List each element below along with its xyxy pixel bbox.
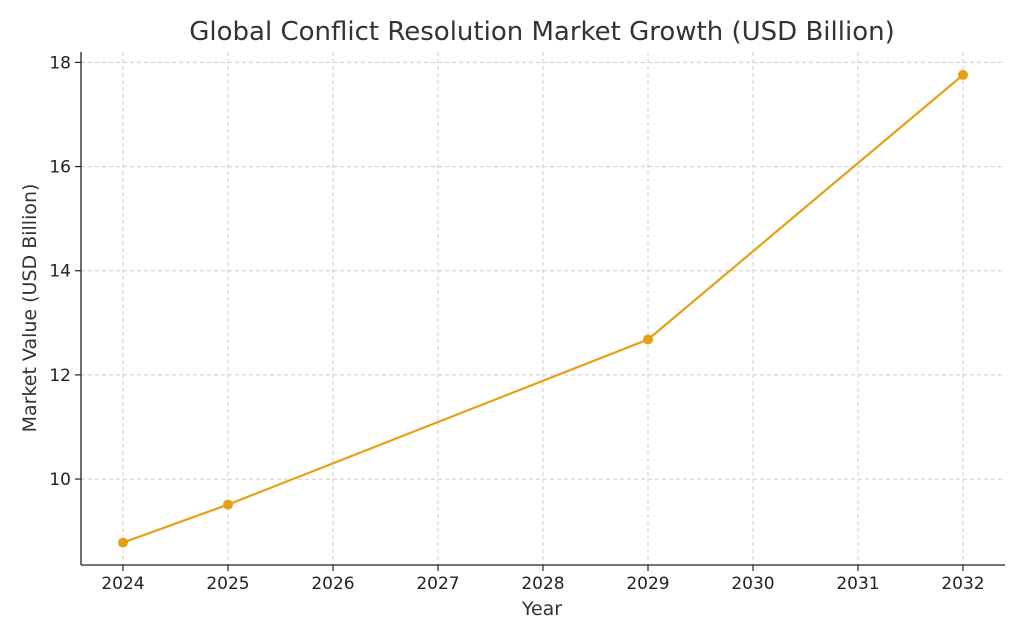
data-point <box>958 69 968 80</box>
x-tick-label: 2025 <box>206 574 249 594</box>
x-axis-label: Year <box>521 598 562 620</box>
x-tick-label: 2026 <box>311 574 354 594</box>
chart-title: Global Conflict Resolution Market Growth… <box>189 17 894 47</box>
x-tick-label: 2029 <box>626 574 669 594</box>
x-tick-label: 2030 <box>731 574 774 594</box>
x-tick-label: 2024 <box>101 574 144 594</box>
series-line <box>122 74 964 544</box>
y-tick-label: 14 <box>49 262 71 282</box>
ticks: 2024 2025 2026 2027 2028 2029 2030 2031 2032 10 12… <box>49 53 984 594</box>
x-tick-label: 2032 <box>941 574 984 594</box>
x-tick-label: 2027 <box>416 574 459 594</box>
y-tick-label: 16 <box>49 158 71 178</box>
y-axis-label: Market Value (USD Billion) <box>19 184 41 433</box>
series <box>118 69 968 548</box>
y-tick-label: 10 <box>49 470 71 490</box>
y-tick-label: 12 <box>49 366 71 386</box>
grid <box>81 52 1005 565</box>
y-tick-label: 18 <box>49 53 71 73</box>
x-tick-label: 2028 <box>521 574 564 594</box>
data-point <box>223 499 233 510</box>
data-point <box>643 334 653 345</box>
data-point <box>118 537 128 548</box>
x-tick-label: 2031 <box>836 574 879 594</box>
